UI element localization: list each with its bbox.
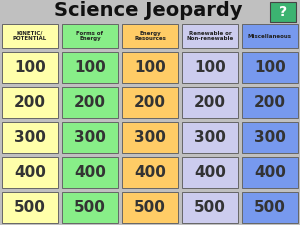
Text: 400: 400 [74, 165, 106, 180]
Text: 400: 400 [194, 165, 226, 180]
FancyBboxPatch shape [122, 122, 178, 153]
FancyBboxPatch shape [62, 192, 118, 223]
Text: Miscellaneous: Miscellaneous [248, 34, 292, 38]
Text: 300: 300 [194, 130, 226, 145]
FancyBboxPatch shape [2, 24, 58, 48]
FancyBboxPatch shape [62, 52, 118, 83]
Text: 200: 200 [134, 95, 166, 110]
FancyBboxPatch shape [242, 52, 298, 83]
FancyBboxPatch shape [2, 122, 58, 153]
Text: 500: 500 [194, 200, 226, 215]
Text: 100: 100 [194, 60, 226, 75]
FancyBboxPatch shape [182, 157, 238, 188]
Text: 100: 100 [254, 60, 286, 75]
Text: 200: 200 [14, 95, 46, 110]
Text: 300: 300 [254, 130, 286, 145]
FancyBboxPatch shape [122, 192, 178, 223]
FancyBboxPatch shape [122, 52, 178, 83]
FancyBboxPatch shape [242, 157, 298, 188]
FancyBboxPatch shape [2, 52, 58, 83]
FancyBboxPatch shape [122, 24, 178, 48]
Text: 500: 500 [254, 200, 286, 215]
FancyBboxPatch shape [122, 157, 178, 188]
FancyBboxPatch shape [242, 192, 298, 223]
FancyBboxPatch shape [62, 87, 118, 118]
FancyBboxPatch shape [122, 87, 178, 118]
FancyBboxPatch shape [62, 24, 118, 48]
Text: 400: 400 [14, 165, 46, 180]
Text: 300: 300 [14, 130, 46, 145]
Text: 200: 200 [254, 95, 286, 110]
Text: 200: 200 [74, 95, 106, 110]
FancyBboxPatch shape [182, 24, 238, 48]
Text: ?: ? [279, 5, 287, 19]
Text: 300: 300 [134, 130, 166, 145]
Text: Forms of
Energy: Forms of Energy [76, 31, 103, 41]
Text: 200: 200 [194, 95, 226, 110]
FancyBboxPatch shape [182, 52, 238, 83]
Text: 100: 100 [134, 60, 166, 75]
Text: Energy
Resources: Energy Resources [134, 31, 166, 41]
FancyBboxPatch shape [182, 192, 238, 223]
FancyBboxPatch shape [242, 122, 298, 153]
FancyBboxPatch shape [62, 122, 118, 153]
FancyBboxPatch shape [182, 87, 238, 118]
FancyBboxPatch shape [2, 87, 58, 118]
FancyBboxPatch shape [182, 122, 238, 153]
FancyBboxPatch shape [242, 24, 298, 48]
Text: Science Jeopardy: Science Jeopardy [54, 1, 242, 20]
Text: Renewable or
Non-renewable: Renewable or Non-renewable [186, 31, 234, 41]
Text: 500: 500 [14, 200, 46, 215]
Text: 100: 100 [14, 60, 46, 75]
FancyBboxPatch shape [62, 157, 118, 188]
Text: 400: 400 [134, 165, 166, 180]
FancyBboxPatch shape [2, 192, 58, 223]
Text: KINETIC/
POTENTIAL: KINETIC/ POTENTIAL [13, 31, 47, 41]
Text: 400: 400 [254, 165, 286, 180]
Text: 300: 300 [74, 130, 106, 145]
FancyBboxPatch shape [270, 2, 296, 22]
Text: 100: 100 [74, 60, 106, 75]
FancyBboxPatch shape [242, 87, 298, 118]
Text: 500: 500 [74, 200, 106, 215]
FancyBboxPatch shape [2, 157, 58, 188]
Text: 500: 500 [134, 200, 166, 215]
